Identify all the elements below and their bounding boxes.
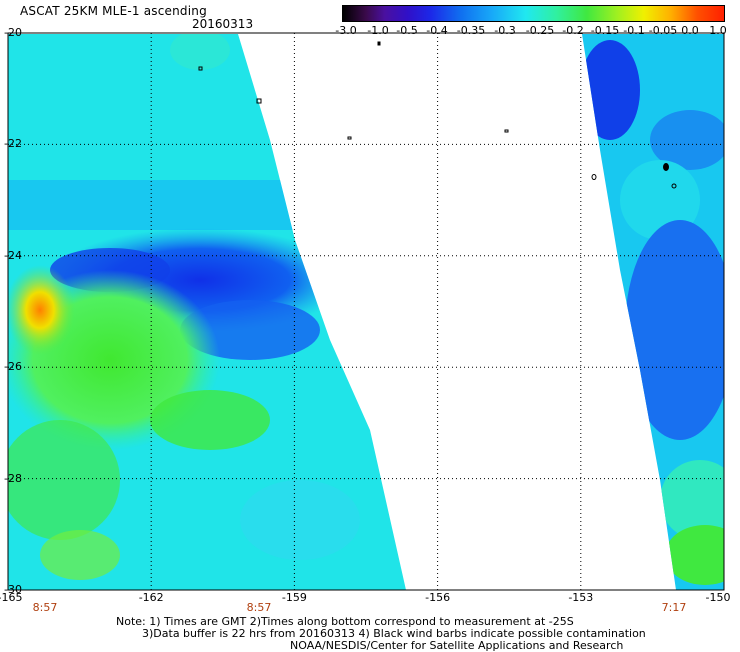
latitude-label: -28	[4, 471, 22, 485]
swath-time-label: 8:57	[246, 601, 272, 614]
longitude-label: -162	[138, 591, 164, 604]
latitude-label: -30	[4, 583, 22, 596]
colorbar-label: -0.35	[456, 24, 486, 37]
colorbar	[342, 5, 725, 22]
longitude-label: -159	[281, 591, 307, 604]
left-swath	[8, 34, 406, 590]
colorbar-label: -0.25	[525, 24, 555, 37]
plot-frame	[7, 32, 725, 591]
swath-time-label: 8:57	[32, 601, 58, 614]
colorbar-label: -0.4	[426, 24, 448, 37]
colorbar-label: -0.2	[562, 24, 584, 37]
colorbar-label: -3.0	[335, 24, 357, 37]
note-line-2: 3)Data buffer is 22 hrs from 20160313 4)…	[142, 627, 646, 640]
note-line-1: Note: 1) Times are GMT 2)Times along bot…	[116, 615, 574, 628]
colorbar-label: -0.05	[648, 24, 678, 37]
graticule	[8, 33, 724, 590]
colorbar-label: -0.1	[623, 24, 645, 37]
colorbar-label: 0.0	[681, 24, 699, 37]
longitude-label: -150	[705, 591, 731, 604]
colorbar-label: -0.3	[494, 24, 516, 37]
latitude-label: -22	[4, 137, 22, 151]
swath-time-label: 7:17	[661, 601, 687, 614]
longitude-label: -153	[568, 591, 594, 604]
latitude-label: -24	[4, 248, 22, 262]
longitude-label: -156	[425, 591, 451, 604]
latitude-label: -20	[4, 26, 22, 39]
map-date: 20160313	[192, 17, 254, 31]
latitude-label: -26	[4, 360, 22, 374]
note-line-3: NOAA/NESDIS/Center for Satellite Applica…	[290, 639, 624, 652]
colorbar-label: -1.0	[367, 24, 389, 37]
island-outlines	[198, 41, 677, 189]
colorbar-label: -0.15	[590, 24, 620, 37]
right-swath	[582, 34, 724, 590]
longitude-label: -165	[0, 591, 23, 604]
colorbar-label: 1.0	[709, 24, 727, 37]
colorbar-label: -0.5	[396, 24, 418, 37]
map-title: ASCAT 25KM MLE-1 ascending	[20, 4, 207, 18]
